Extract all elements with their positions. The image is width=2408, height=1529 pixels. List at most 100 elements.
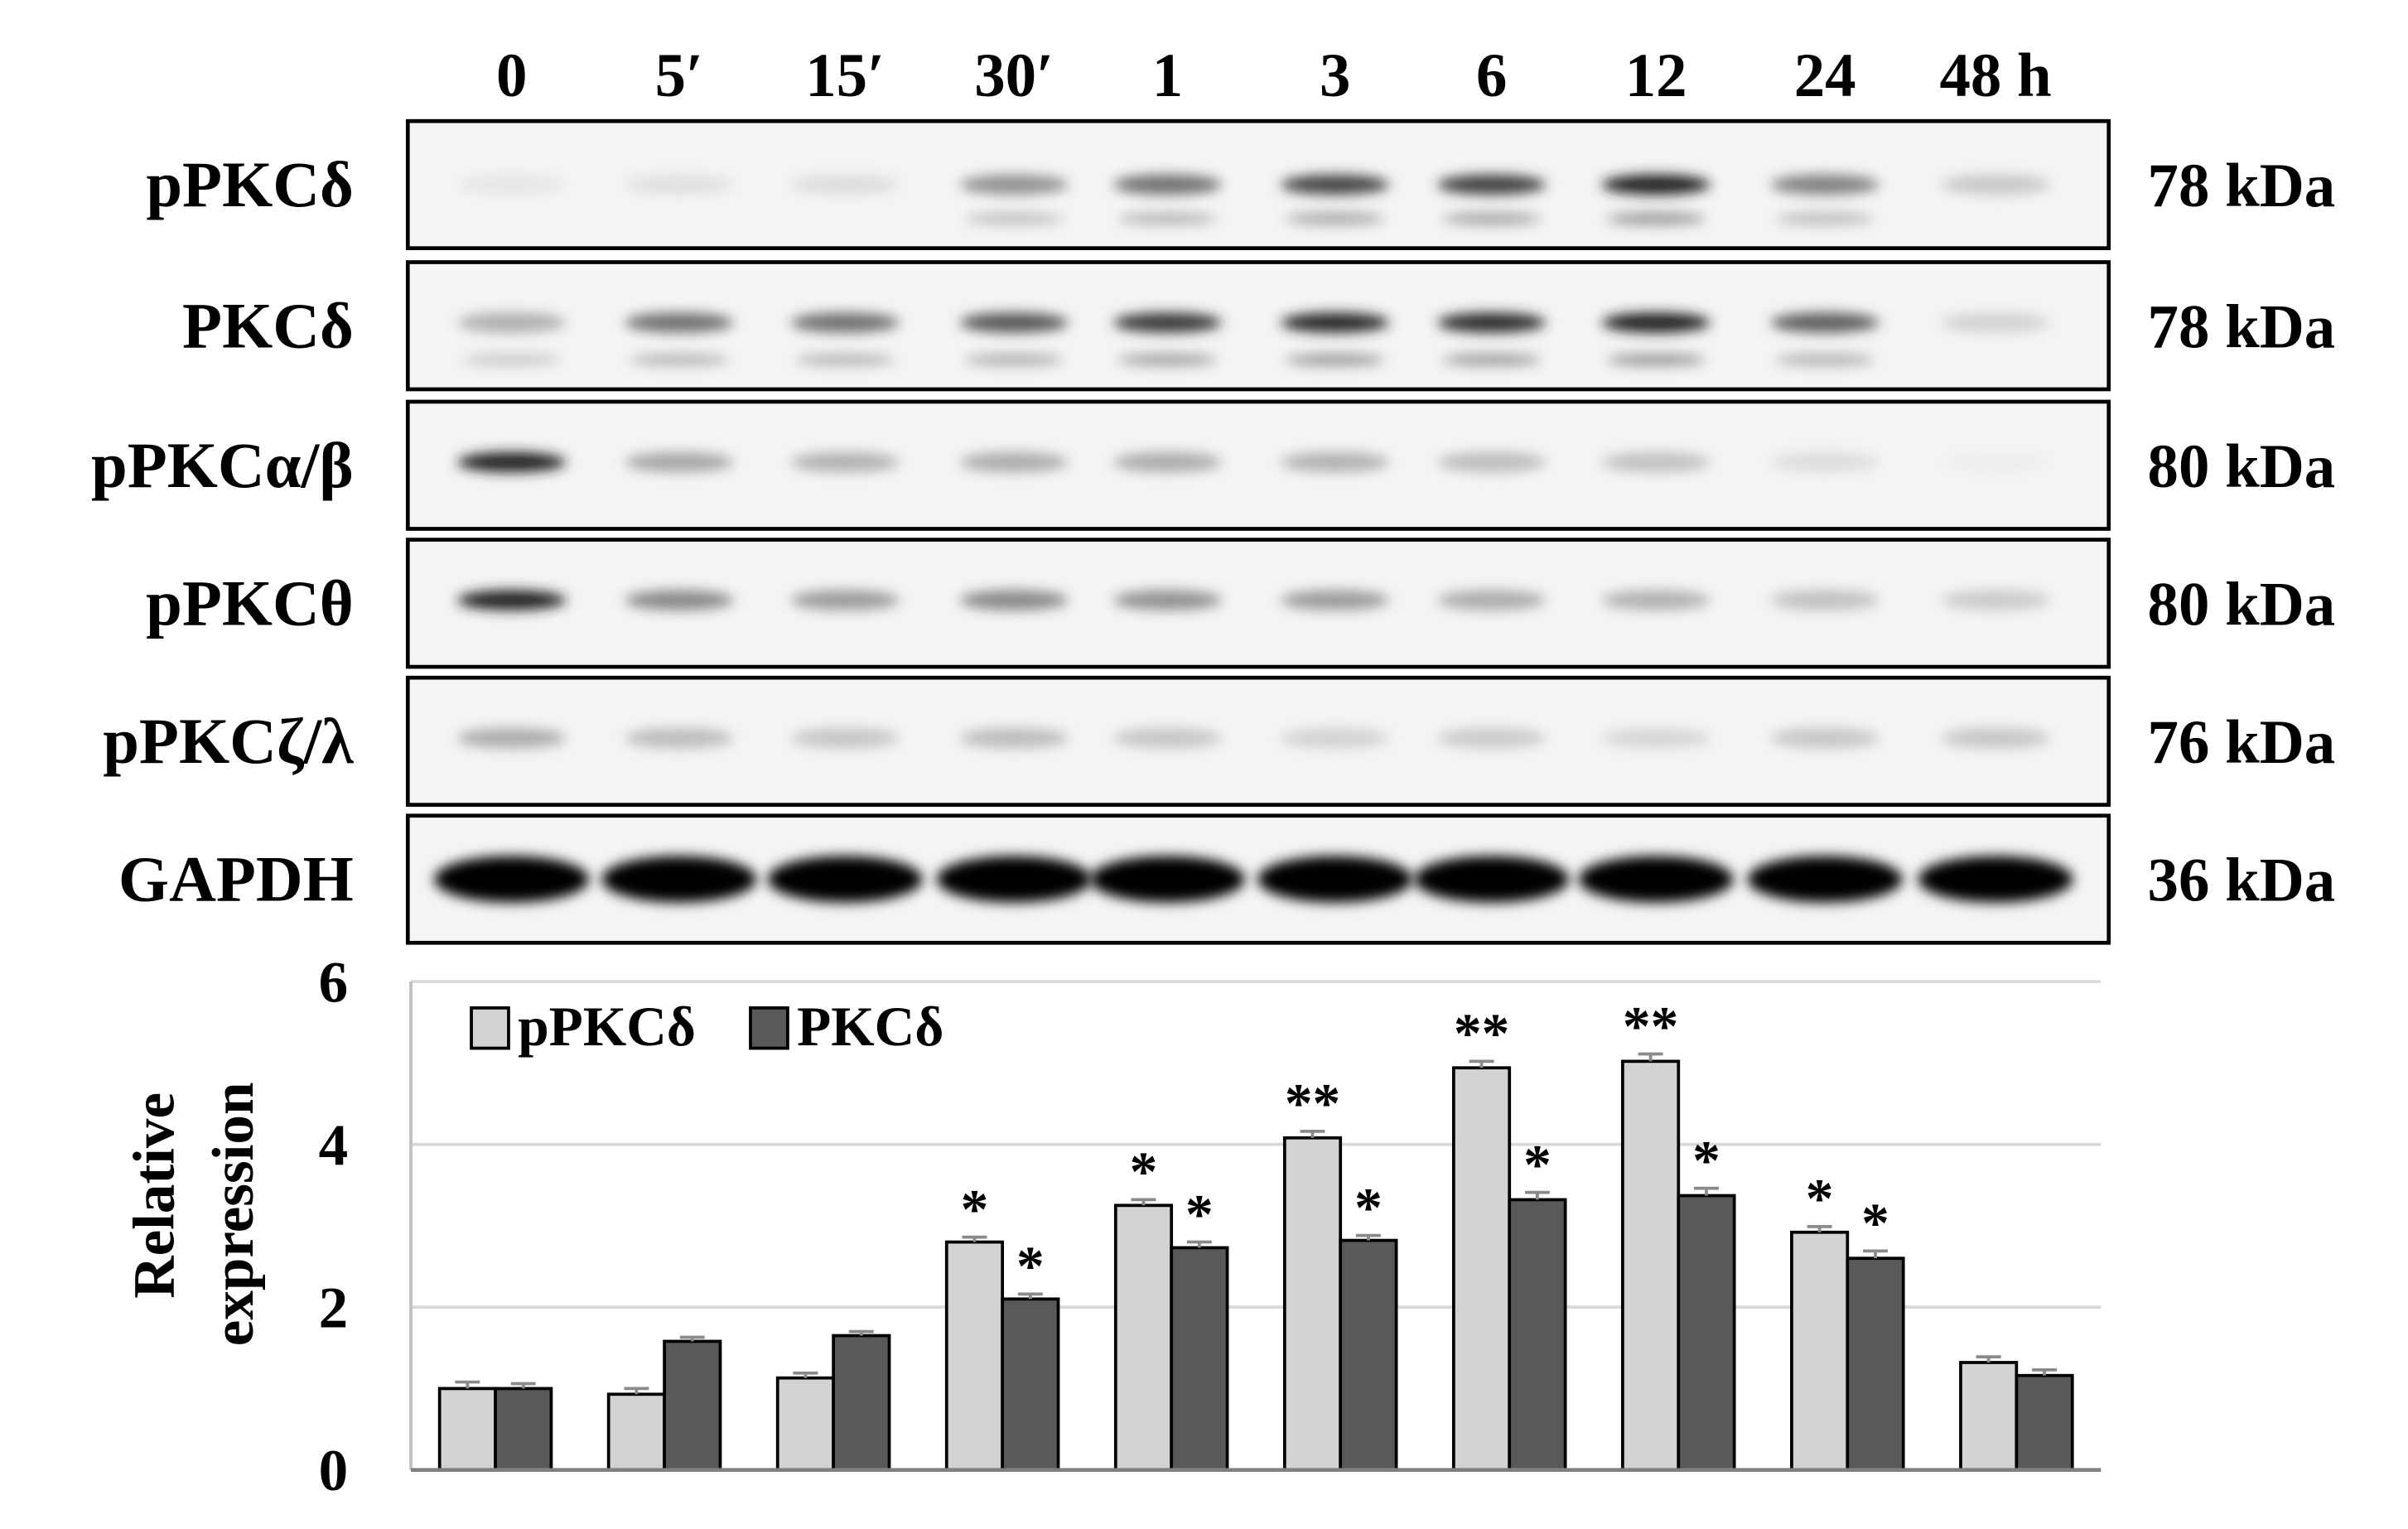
protein-band-secondary [1285,353,1385,366]
protein-band [1437,451,1547,473]
bar-PKC-delta [1339,1238,1398,1472]
protein-band-secondary [629,353,729,366]
protein-band [457,590,567,610]
legend-swatch [470,1006,510,1050]
time-label: 6 [1476,41,1507,110]
protein-band [457,312,567,333]
y-tick-label: 0 [319,1439,349,1503]
legend-label: pPKCδ [518,996,696,1058]
bar-PKC-delta [1508,1198,1567,1472]
protein-band [1770,590,1880,610]
protein-band [1437,174,1547,195]
bar-PKC-delta [832,1334,891,1472]
y-tick-label: 2 [319,1276,349,1340]
significance-marker: * [1692,1129,1720,1191]
protein-band [936,856,1092,903]
blot-row-label: pPKCα/β [91,430,354,502]
bar-pPKC-delta [606,1392,666,1472]
molecular-weight-label: 78 kDa [2148,152,2336,220]
blot-panel: GAPDH 36 kDa [118,813,2335,945]
protein-band [1601,312,1711,333]
significance-marker: * [1523,1133,1551,1195]
blot-row-label: PKCδ [182,290,354,362]
significance-marker: * [1806,1168,1834,1230]
protein-band [790,312,900,333]
bar-PKC-delta [1677,1194,1736,1472]
protein-band [790,174,900,195]
protein-band [1918,856,2073,903]
protein-band [1941,590,2050,610]
bar-pPKC-delta [1790,1230,1850,1472]
protein-band-secondary [964,353,1064,366]
protein-band [790,728,900,749]
protein-band [790,451,900,473]
protein-band [434,856,590,903]
bar-PKC-delta [663,1339,722,1472]
legend-swatch [749,1006,789,1050]
bar-PKC-delta [1170,1246,1229,1472]
time-label: 5′ [655,41,703,110]
protein-band-secondary [795,353,895,366]
protein-band [1578,856,1734,903]
protein-band-secondary [964,212,1064,225]
significance-marker: * [961,1178,989,1240]
protein-band [457,728,567,749]
protein-band-secondary [1285,212,1385,225]
time-label: 24 [1794,41,1856,110]
protein-band [1281,728,1390,749]
blot-panel: pPKCα/β 80 kDa [91,399,2335,531]
protein-band [1941,312,2050,333]
protein-band [1437,312,1547,333]
time-label: 48 h [1939,41,2051,110]
y-tick-labels: 0 2 4 6 [319,950,349,1503]
significance-marker: * [1861,1192,1889,1254]
protein-band [1437,590,1547,610]
protein-band-secondary [1606,353,1706,366]
protein-band [1414,856,1570,903]
bar-pPKC-delta [1451,1066,1512,1472]
protein-band [767,856,923,903]
blot-panel: PKCδ 78 kDa [182,260,2336,392]
blot-panel: pPKCζ/λ 76 kDa [103,675,2336,808]
protein-band [1089,856,1246,903]
protein-band [1281,174,1390,195]
protein-band [1601,590,1711,610]
protein-band [959,451,1069,473]
protein-band [625,728,734,749]
protein-band [1112,728,1223,749]
bar-pPKC-delta [775,1376,835,1472]
protein-band [625,451,734,473]
significance-marker: * [1016,1235,1045,1297]
y-tick-label: 6 [319,950,349,1015]
bar-pPKC-delta [1621,1059,1681,1472]
protein-band [1281,590,1390,610]
protein-band [790,590,900,610]
significance-marker: ** [1454,1002,1509,1064]
blot-panels: pPKCδ 78 kDa PKCδ 78 kDa pPKCα/β 80 kDa pPKCθ 8… [91,118,2336,945]
molecular-weight-label: 76 kDa [2148,708,2336,777]
legend-label: PKCδ [797,996,943,1058]
molecular-weight-label: 78 kDa [2148,292,2336,361]
significance-marker: ** [1285,1073,1340,1135]
time-label: 30′ [974,41,1054,110]
protein-band [1281,312,1390,333]
protein-band [601,856,757,903]
protein-band-secondary [1117,353,1218,366]
protein-band [625,174,734,195]
protein-band [1112,590,1223,610]
protein-band [1601,174,1711,195]
protein-band [1770,174,1880,195]
y-tick-label: 4 [319,1113,349,1178]
protein-band [959,590,1069,610]
bar-pPKC-delta [944,1240,1005,1472]
protein-band [1601,451,1711,473]
bar-pPKC-delta [1282,1136,1343,1472]
protein-band [1747,856,1903,903]
protein-band [1112,312,1223,333]
blot-panel: pPKCθ 80 kDa [146,538,2335,669]
time-label: 3 [1320,41,1350,110]
protein-band [1281,451,1390,473]
protein-band [959,174,1069,195]
protein-band-secondary [1441,212,1542,225]
